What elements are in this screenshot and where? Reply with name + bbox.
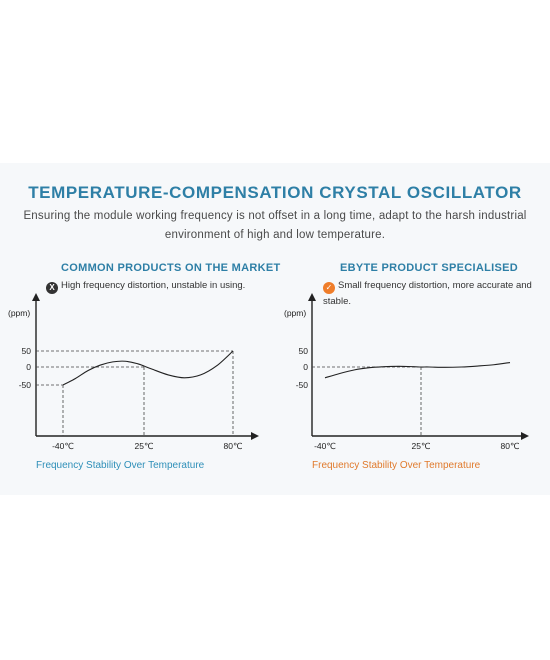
page-subtitle: Ensuring the module working frequency is…	[23, 210, 527, 241]
right-chart-caption: Frequency Stability Over Temperature	[312, 460, 481, 471]
x-tick-label: 25℃	[134, 441, 153, 451]
x-tick-label: 80℃	[500, 441, 519, 451]
y-axis-label: (ppm)	[8, 308, 30, 318]
y-tick-label: -50	[19, 380, 32, 390]
y-tick-label: 50	[22, 346, 32, 356]
x-tick-label: -40℃	[314, 441, 336, 451]
right-chart: (ppm) 50 0 -50 -40℃ 25℃ 80℃	[284, 293, 529, 451]
y-axis-label: (ppm)	[284, 308, 306, 318]
right-panel-note-block: ✓ Small frequency distortion, more accura…	[323, 278, 533, 309]
check-icon: ✓	[323, 282, 335, 294]
y-tick-label: 0	[26, 362, 31, 372]
page-title: TEMPERATURE-COMPENSATION CRYSTAL OSCILLA…	[28, 183, 522, 202]
left-panel-note: High frequency distortion, unstable in u…	[61, 280, 246, 291]
left-panel-note-block: X High frequency distortion, unstable in …	[46, 278, 266, 294]
x-tick-label: -40℃	[52, 441, 74, 451]
x-icon: X	[46, 282, 58, 294]
y-tick-label: -50	[296, 380, 309, 390]
series-line	[324, 361, 511, 379]
y-tick-label: 0	[303, 362, 308, 372]
series-line	[62, 350, 234, 386]
right-panel-note: Small frequency distortion, more accurat…	[323, 280, 532, 307]
left-panel-heading: COMMON PRODUCTS ON THE MARKET	[61, 262, 281, 274]
y-tick-label: 50	[299, 346, 309, 356]
left-chart: (ppm) 50 0 -50 -40℃ 25℃ 80℃	[8, 293, 259, 451]
x-tick-label: 80℃	[223, 441, 242, 451]
banner-background	[0, 163, 550, 495]
x-tick-label: 25℃	[411, 441, 430, 451]
left-chart-caption: Frequency Stability Over Temperature	[36, 460, 205, 471]
right-panel-heading: EBYTE PRODUCT SPECIALISED	[340, 262, 519, 274]
